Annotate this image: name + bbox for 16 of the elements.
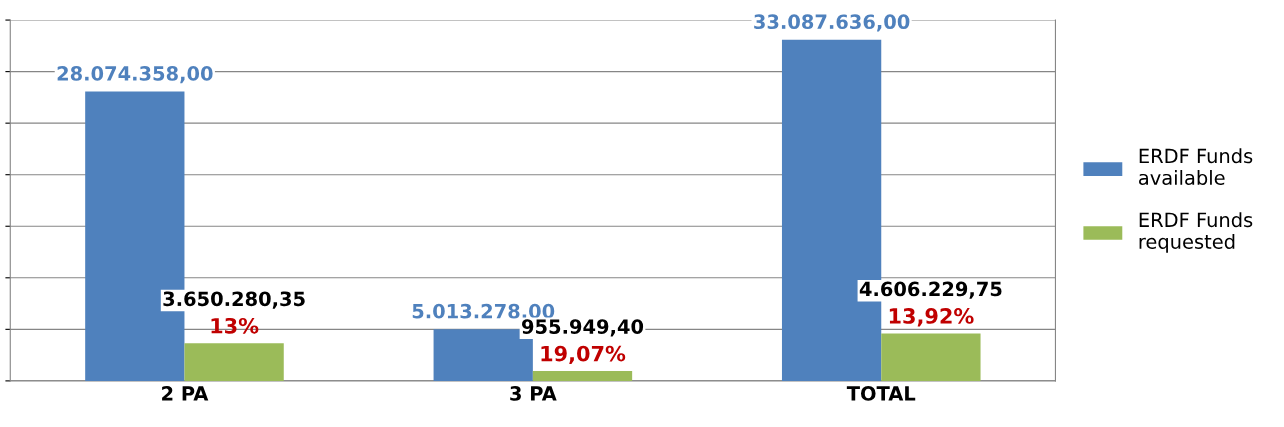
x-tick-label: 3 PA (510, 386, 557, 401)
data-label: 3.650.280,35 (163, 291, 305, 309)
annotation: 13% (211, 317, 259, 334)
annotation: 13,92% (889, 308, 974, 327)
legend-label: ERDF Funds available (1139, 148, 1253, 186)
annotation: 19,07% (541, 345, 626, 365)
bar (881, 333, 981, 381)
data-label: 33.087.636,00 (754, 14, 910, 32)
data-label: 955.949,40 (522, 319, 644, 337)
data-label: 28.074.358,00 (57, 66, 213, 84)
legend-label: ERDF Funds requested (1139, 212, 1253, 253)
bar (184, 343, 284, 381)
x-tick-label: TOTAL (846, 386, 916, 401)
x-tick-label: 2 PA (162, 386, 209, 401)
data-label: 4.606.229,75 (859, 281, 1002, 299)
bar (532, 371, 633, 381)
